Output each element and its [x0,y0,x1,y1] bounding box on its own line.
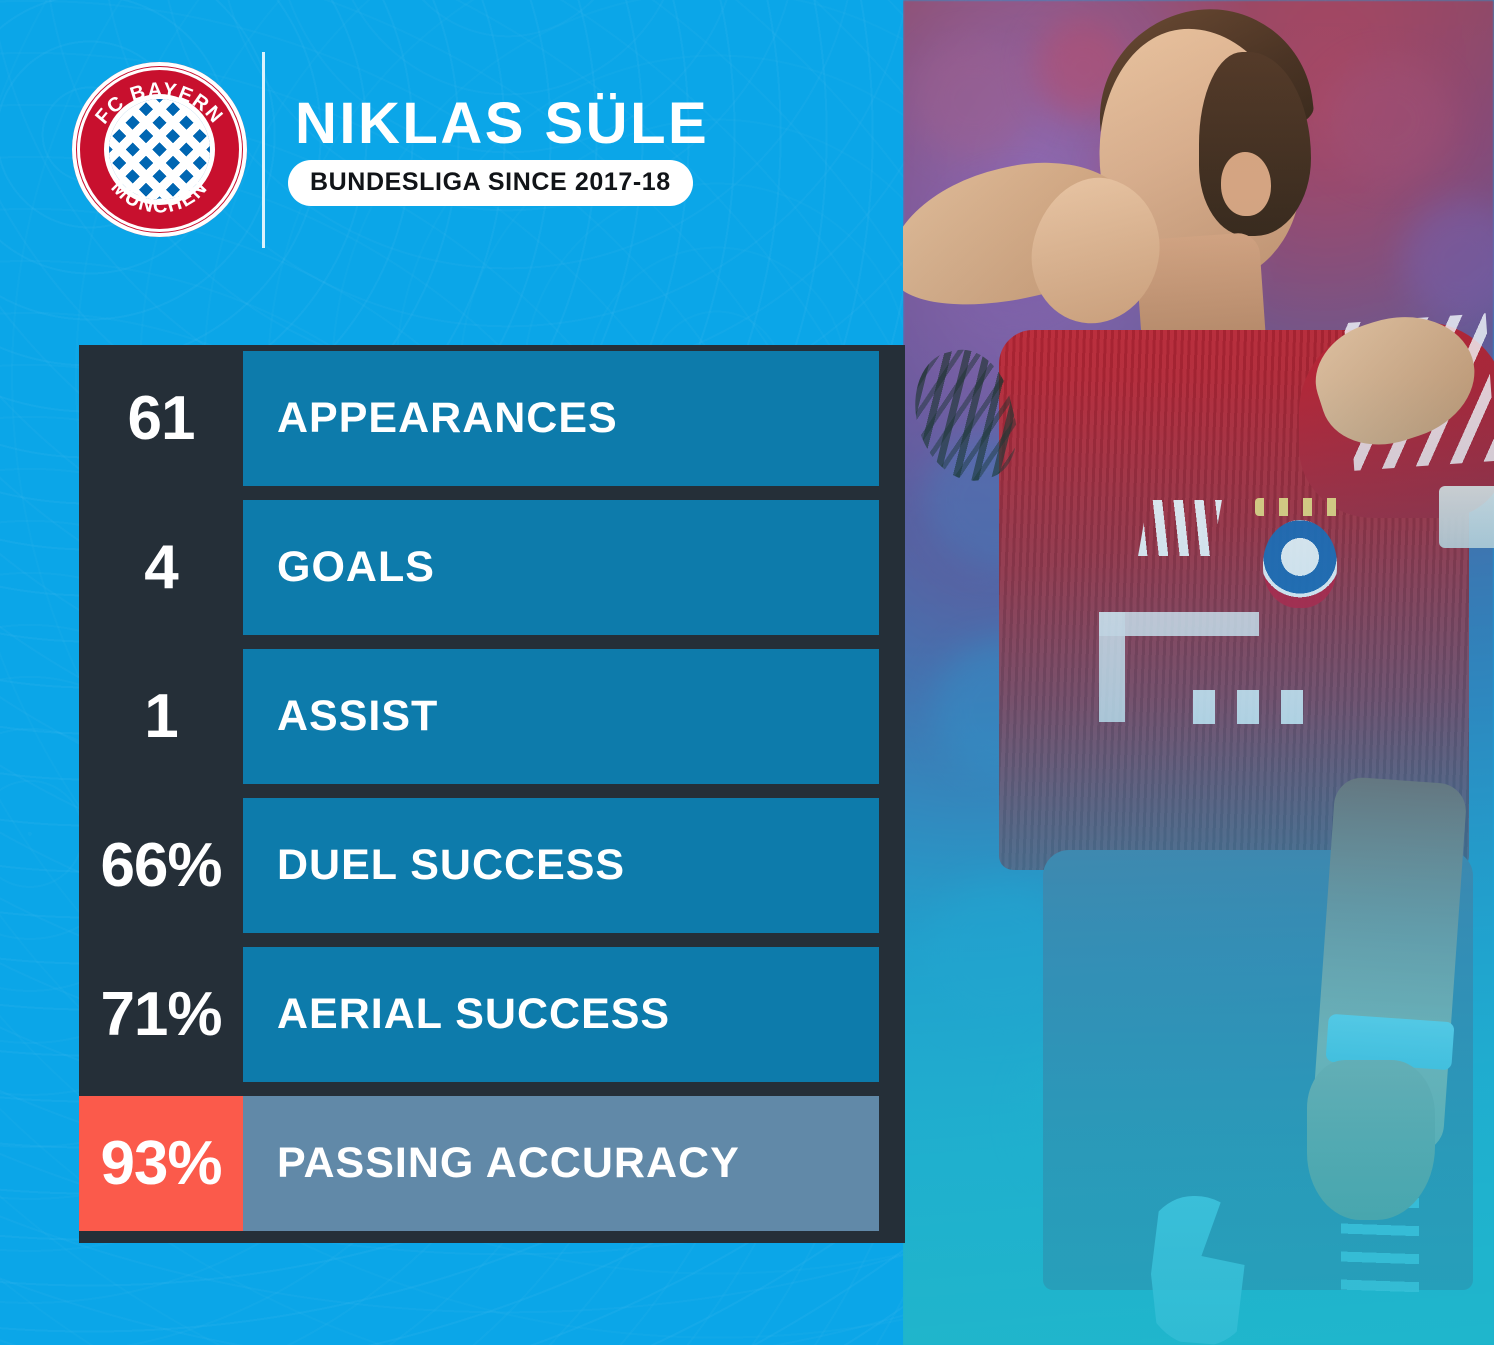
stat-label: ASSIST [243,649,879,784]
stat-label: GOALS [243,500,879,635]
stat-value: 93% [79,1096,243,1231]
stats-backplate [79,345,905,1243]
header-divider [262,52,265,248]
stat-value: 1 [79,649,243,784]
crest-bavarian-lozenge [109,99,210,200]
crest-bottom-label: MÜNCHEN [107,176,213,217]
stat-value: 71% [79,947,243,1082]
stat-value: 61 [79,351,243,486]
stat-row: 66% DUEL SUCCESS [79,798,879,933]
stat-row: 61 APPEARANCES [79,351,879,486]
stat-value: 66% [79,798,243,933]
stat-label: DUEL SUCCESS [243,798,879,933]
stat-row: 93% PASSING ACCURACY [79,1096,879,1231]
stat-row: 4 GOALS [79,500,879,635]
stat-label: APPEARANCES [243,351,879,486]
stat-value: 4 [79,500,243,635]
subtitle-badge: BUNDESLIGA SINCE 2017-18 [288,160,693,206]
player-photo [903,0,1494,1345]
crest-ring-text: FC BAYERN MÜNCHEN [72,62,247,237]
stat-label: PASSING ACCURACY [243,1096,879,1231]
fc-bayern-crest-icon: FC BAYERN MÜNCHEN [72,62,247,237]
photo-cyan-overlay [903,0,1494,1345]
stat-row: 1 ASSIST [79,649,879,784]
crest-top-label: FC BAYERN [91,79,227,129]
stats-right-cap [879,345,905,1243]
page-title: NIKLAS SÜLE [295,91,710,156]
stat-label: AERIAL SUCCESS [243,947,879,1082]
stat-row: 71% AERIAL SUCCESS [79,947,879,1082]
